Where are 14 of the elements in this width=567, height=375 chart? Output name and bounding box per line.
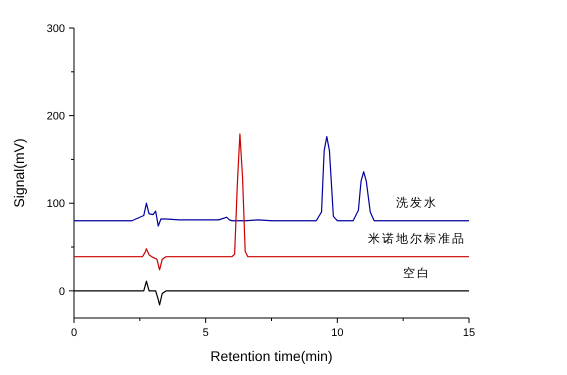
x-tick-label: 10 <box>331 327 344 339</box>
x-tick-label: 15 <box>462 327 476 339</box>
x-tick-label: 0 <box>70 327 78 339</box>
y-tick-label: 200 <box>46 110 65 123</box>
y-tick-label: 100 <box>46 198 65 210</box>
x-axis-title: Retention time(min) <box>210 348 333 364</box>
y-axis-title: Signal(mV) <box>11 138 27 208</box>
y-tick-label: 0 <box>58 286 65 298</box>
series-label: 洗发水 <box>396 196 438 210</box>
line-series <box>73 136 470 227</box>
x-tick-label: 5 <box>202 327 209 339</box>
series-label: 米诺地尔标准品 <box>368 232 466 246</box>
series-label: 空白 <box>403 266 431 280</box>
y-tick-label: 300 <box>46 23 65 35</box>
